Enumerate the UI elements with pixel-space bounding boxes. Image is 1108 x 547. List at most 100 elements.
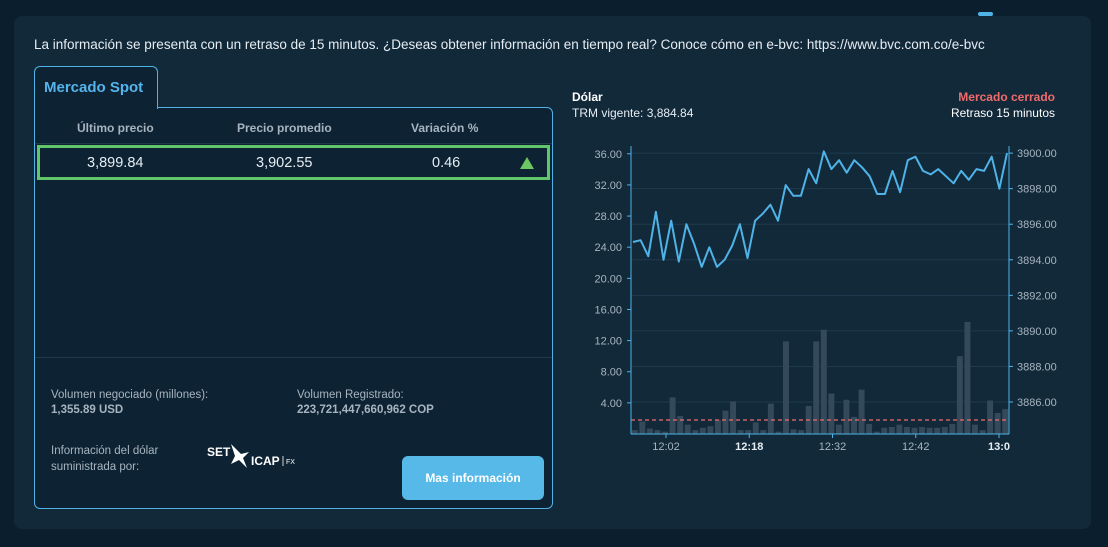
tab-label: Mercado Spot	[44, 79, 144, 96]
left-tick-label: 16.00	[594, 304, 622, 316]
left-tick-label: 36.00	[594, 149, 622, 161]
volume-bar	[677, 416, 684, 434]
variation-value: 0.46	[432, 155, 461, 171]
left-tick-label: 8.00	[601, 367, 622, 379]
volume-bar	[722, 410, 729, 434]
tab-mercado-spot[interactable]: Mercado Spot	[34, 66, 158, 109]
provider-label-1: Información del dólar	[51, 445, 159, 457]
avg-price-value: 3,902.55	[256, 155, 313, 171]
volume-bar	[730, 401, 737, 434]
volume-value: 1,355.89 USD	[51, 404, 124, 416]
x-tick-label: 12:32	[819, 441, 847, 452]
volume-label: Volumen negociado (millones):	[51, 389, 209, 401]
logo-text-set: SET	[207, 445, 231, 459]
triangle-up-icon	[520, 157, 534, 169]
header-divider	[35, 143, 552, 144]
volume-bar	[843, 399, 850, 434]
volume-bar	[896, 424, 903, 434]
volume-bar	[669, 397, 676, 434]
chart-title: Dólar	[572, 90, 603, 104]
right-tick-label: 3894.00	[1017, 255, 1057, 267]
volume-bar	[631, 430, 638, 434]
volume-bar	[790, 429, 797, 434]
market-panel: La información se presenta con un retras…	[14, 16, 1091, 529]
volume-bar	[760, 430, 767, 434]
volume-bar	[949, 423, 956, 434]
volume-bar	[994, 412, 1001, 434]
volume-bar	[851, 416, 857, 434]
volume-bar	[752, 422, 759, 434]
volume-bar	[911, 427, 918, 434]
volume-bar	[1002, 409, 1009, 434]
left-tick-label: 20.00	[594, 273, 622, 285]
right-tick-label: 3896.00	[1017, 219, 1057, 231]
left-tick-label: 32.00	[594, 180, 622, 192]
table-row[interactable]: 3,899.84 3,902.55 0.46	[37, 145, 550, 180]
set-icap-logo: SET ICAP FX	[207, 444, 295, 468]
volume-bar	[926, 427, 933, 434]
volume-bar	[662, 431, 668, 434]
x-tick-label: 13:0	[988, 441, 1010, 452]
chart-grid	[631, 152, 1009, 403]
delay-label: Retraso 15 minutos	[950, 106, 1055, 120]
volume-bar	[835, 424, 842, 434]
right-tick-label: 3888.00	[1017, 361, 1057, 373]
logo-mark-icon	[231, 444, 249, 468]
chart-bars	[631, 321, 1009, 434]
volume-bar	[707, 426, 714, 434]
registered-label: Volumen Registrado:	[297, 389, 404, 401]
volume-bar	[737, 430, 744, 434]
volume-bar	[956, 356, 963, 434]
right-axis-ticks: 3900.00 3898.00 3896.00 3894.00 3892.00 3890.…	[1009, 148, 1057, 409]
volume-bar	[714, 419, 721, 434]
volume-bar	[919, 426, 926, 434]
right-tick-label: 3892.00	[1017, 290, 1057, 302]
volume-bar	[987, 400, 994, 434]
volume-bar	[881, 427, 888, 434]
left-tick-label: 4.00	[601, 398, 622, 410]
volume-bar	[866, 423, 873, 434]
volume-bar	[699, 427, 706, 434]
trm-value: TRM vigente: 3,884.84	[572, 106, 694, 120]
delay-notice: La información se presenta con un retras…	[34, 37, 985, 52]
more-info-button[interactable]: Mas información	[402, 456, 544, 500]
left-tick-label: 24.00	[594, 242, 622, 254]
right-tick-label: 3898.00	[1017, 184, 1057, 196]
header-avg-price: Precio promedio	[237, 121, 332, 135]
last-price-value: 3,899.84	[87, 155, 144, 171]
spot-market-card: Último precio Precio promedio Variación …	[34, 107, 553, 509]
right-tick-label: 3900.00	[1017, 148, 1057, 160]
volume-bar	[934, 427, 941, 434]
volume-bar	[692, 430, 699, 434]
left-tick-label: 28.00	[594, 211, 622, 223]
volume-bar	[972, 424, 978, 434]
volume-bar	[798, 430, 805, 434]
volume-bar	[941, 426, 948, 434]
chart-axes	[630, 146, 1010, 435]
stats-divider	[35, 357, 552, 358]
volume-bar	[820, 329, 827, 434]
volume-bar	[964, 321, 971, 434]
right-tick-label: 3886.00	[1017, 397, 1057, 409]
dollar-chart[interactable]: 36.00 32.00 28.00 24.00 20.00 16.00 12.00 8.00 4…	[574, 142, 1074, 452]
volume-bar	[684, 424, 691, 434]
logo-text-fx: FX	[286, 459, 295, 466]
volume-bar	[654, 430, 661, 434]
volume-bar	[858, 389, 865, 434]
left-axis-ticks: 36.00 32.00 28.00 24.00 20.00 16.00 12.00 8.00 4…	[594, 149, 631, 410]
volume-bar	[745, 430, 752, 434]
price-line	[632, 150, 1008, 268]
top-tab-indicator[interactable]	[978, 12, 993, 16]
volume-bar	[646, 428, 653, 434]
x-axis-ticks: 12:02 12:18 12:32 12:42 13:0	[652, 434, 1010, 452]
logo-text-icap: ICAP	[251, 454, 280, 468]
volume-bar	[888, 426, 895, 434]
chart-line	[632, 150, 1008, 268]
volume-bar	[767, 403, 774, 434]
volume-bar	[903, 426, 910, 434]
volume-bar	[828, 393, 835, 434]
tab-gap	[35, 106, 157, 109]
volume-bar	[813, 341, 820, 434]
volume-bar	[873, 431, 880, 434]
x-tick-label: 12:18	[735, 441, 763, 452]
